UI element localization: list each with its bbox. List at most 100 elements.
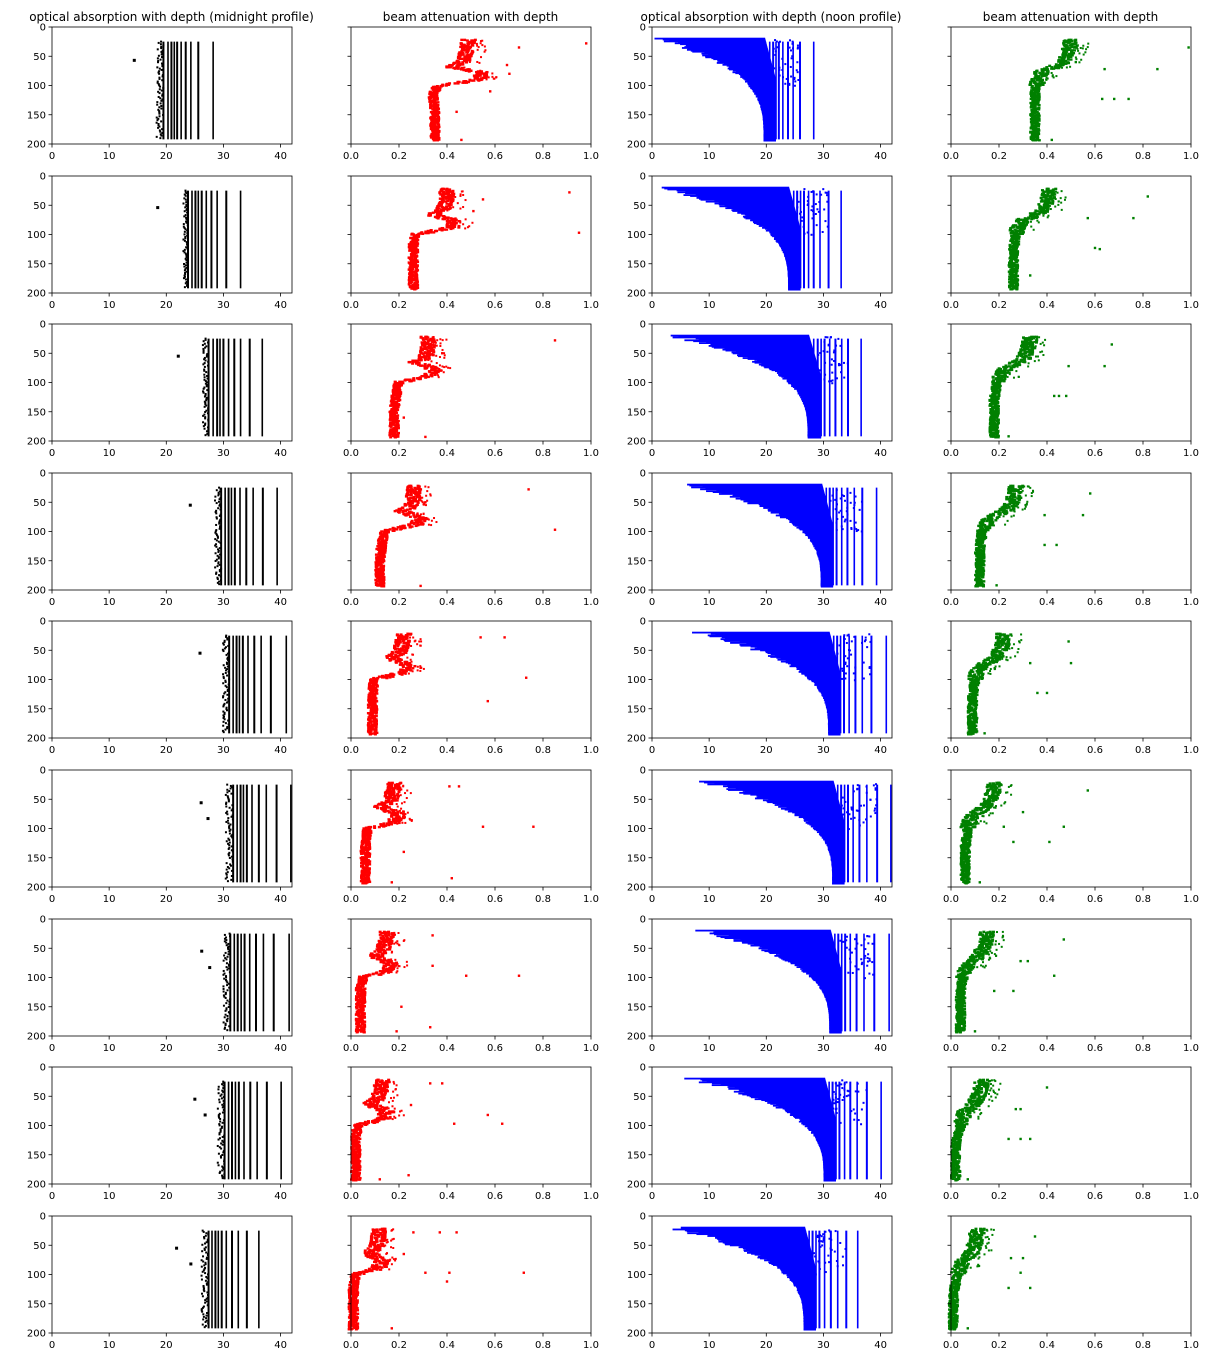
data-point (403, 966, 406, 969)
data-point (204, 1246, 207, 1249)
data-point (462, 223, 465, 226)
data-point (222, 664, 225, 667)
data-point (357, 1014, 361, 1018)
data-point (161, 49, 164, 52)
data-point (378, 930, 382, 934)
data-point (440, 194, 444, 198)
data-marks (374, 484, 557, 588)
data-point (382, 1096, 386, 1100)
data-point (370, 1092, 374, 1096)
outlier-point (479, 636, 482, 639)
data-point (363, 882, 367, 885)
data-point (385, 797, 389, 800)
data-point (220, 1097, 223, 1100)
data-point (218, 514, 221, 517)
data-point (221, 1121, 224, 1124)
outlier-point (378, 1178, 381, 1181)
x-tick-label: 0.0 (343, 1191, 359, 1202)
data-point (358, 1128, 362, 1131)
data-point (376, 584, 380, 587)
data-point (226, 791, 229, 794)
data-point (390, 396, 394, 399)
data-point (428, 350, 432, 353)
data-point (440, 202, 444, 205)
data-point (378, 1080, 382, 1084)
data-point (374, 1119, 378, 1122)
data-point (223, 1148, 226, 1151)
data-point (370, 1232, 374, 1235)
data-point (385, 822, 389, 825)
data-point (396, 1094, 399, 1097)
data-point (226, 984, 229, 987)
data-point (206, 1239, 209, 1242)
data-point (462, 80, 466, 83)
data-point (462, 68, 466, 72)
data-point (418, 523, 422, 526)
data-point (417, 498, 421, 502)
data-point (369, 733, 373, 736)
data-point (205, 371, 208, 374)
data-point (368, 1242, 372, 1245)
data-point (379, 549, 383, 552)
data-point (161, 94, 164, 97)
data-point (362, 830, 366, 834)
data-point (479, 40, 482, 43)
outlier-point (395, 1030, 398, 1033)
data-point (465, 39, 469, 42)
x-tick-label: 40 (274, 448, 287, 459)
data-point (409, 252, 413, 256)
data-point (380, 1108, 384, 1112)
data-point (442, 228, 446, 231)
data-point (378, 536, 382, 540)
data-point (217, 1088, 220, 1091)
data-point (415, 495, 419, 499)
outlier-point (525, 676, 528, 679)
data-point (382, 1108, 386, 1111)
data-point (375, 806, 379, 810)
data-point (386, 528, 390, 532)
data-point (367, 832, 371, 836)
data-point (186, 229, 189, 232)
data-point (373, 826, 377, 829)
data-point (375, 945, 379, 948)
data-point (374, 573, 378, 576)
x-tick-label: 40 (274, 1191, 287, 1202)
data-point (363, 1120, 367, 1124)
data-point (215, 543, 218, 546)
data-point (205, 396, 208, 399)
outlier-point (517, 974, 521, 977)
y-tick-label: 200 (27, 883, 46, 894)
data-point (225, 801, 228, 804)
data-point (449, 217, 453, 220)
outlier-point (486, 699, 489, 703)
data-point (222, 1141, 225, 1144)
data-point (382, 544, 386, 547)
data-point (408, 249, 412, 252)
data-point (384, 969, 388, 973)
data-point (397, 943, 400, 946)
data-point (434, 341, 437, 344)
data-point (433, 517, 436, 520)
x-tick-label: 0.8 (535, 745, 551, 756)
data-point (217, 1085, 220, 1088)
data-point (230, 849, 233, 852)
data-point (204, 434, 207, 437)
data-point (182, 225, 185, 228)
data-point (362, 875, 366, 878)
data-point (366, 1120, 370, 1123)
data-point (433, 215, 437, 219)
data-point (184, 194, 187, 197)
data-point (473, 77, 477, 80)
data-point (452, 223, 456, 226)
x-tick-label: 1.0 (583, 1043, 599, 1054)
data-point (376, 539, 380, 542)
data-point (388, 785, 392, 789)
data-point (183, 210, 186, 213)
data-point (380, 946, 384, 950)
data-point (432, 97, 436, 101)
data-point (429, 339, 433, 342)
data-point (401, 639, 405, 643)
data-point (369, 711, 373, 714)
data-point (385, 795, 389, 799)
data-point (411, 278, 415, 282)
